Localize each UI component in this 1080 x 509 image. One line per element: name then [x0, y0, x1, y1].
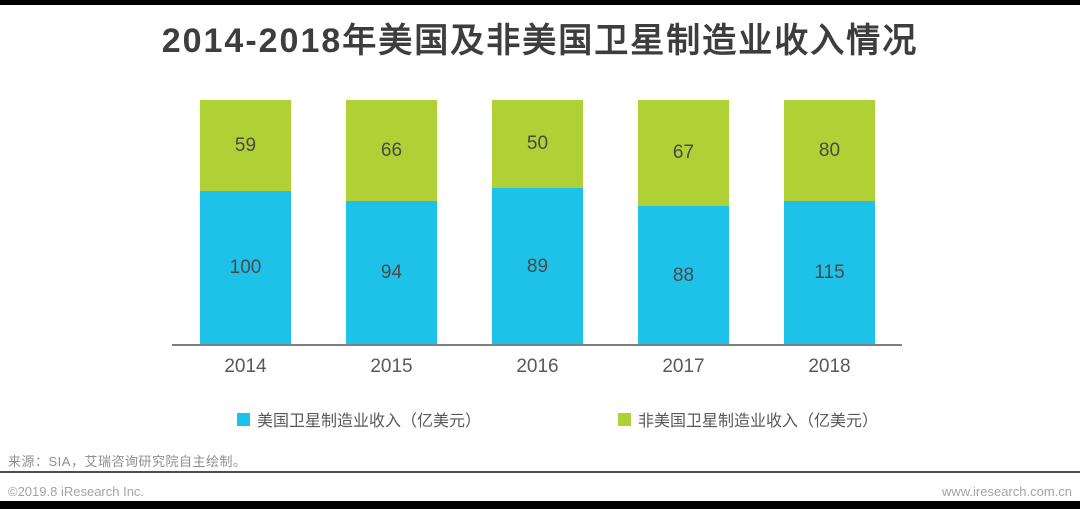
bar-2016-nonus-segment: 50 [492, 100, 583, 188]
bar-2018-nonus-segment: 80 [784, 100, 875, 201]
bar-2015-nonus-segment: 66 [346, 100, 437, 201]
bar-2014-us-segment: 100 [200, 191, 291, 345]
bar-2016-us-segment: 89 [492, 188, 583, 345]
x-axis-label-2016: 2016 [516, 356, 559, 377]
bar-2015: 66 94 [346, 100, 437, 345]
bar-2015-nonus-value: 66 [380, 139, 403, 161]
chart-title: 2014-2018年美国及非美国卫星制造业收入情况 [161, 22, 919, 60]
website-text: www.iresearch.com.cn [941, 484, 1072, 499]
legend-swatch-nonus-icon [618, 412, 631, 426]
bar-2017-nonus-value: 67 [672, 142, 695, 163]
bar-2015-us-segment: 94 [346, 201, 437, 345]
bar-2016-us-value: 89 [526, 255, 549, 277]
bar-2017-us-segment: 88 [638, 206, 729, 345]
legend-swatch-us-icon [237, 412, 250, 426]
legend-item-nonus-revenue: 非美国卫星制造业收入（亿美元） [618, 407, 878, 431]
copyright-text: ©2019.8 iResearch Inc. [8, 484, 145, 499]
bar-2018: 80 115 [784, 100, 875, 345]
legend-item-us-revenue: 美国卫星制造业收入（亿美元） [237, 407, 481, 431]
x-axis-line [172, 344, 902, 346]
bar-2016-nonus-value: 50 [526, 133, 549, 154]
bar-2014-nonus-segment: 59 [200, 100, 291, 191]
source-note: 来源：SIA，艾瑞咨询研究院自主绘制。 [8, 454, 247, 469]
bar-2017-us-value: 88 [672, 264, 695, 286]
top-border-strip [0, 0, 1080, 5]
bar-2017: 67 88 [638, 100, 729, 345]
x-axis-label-2015: 2015 [370, 356, 413, 377]
bar-2015-us-value: 94 [380, 262, 403, 283]
bar-2014-nonus-value: 59 [234, 134, 257, 156]
bar-2014: 59 100 [200, 100, 291, 345]
x-axis-label-2017: 2017 [662, 356, 705, 377]
bar-2017-nonus-segment: 67 [638, 100, 729, 206]
bar-2018-nonus-value: 80 [818, 139, 841, 161]
x-axis-label-2014: 2014 [224, 356, 267, 377]
legend-label-us: 美国卫星制造业收入（亿美元） [257, 413, 482, 430]
bar-2018-us-segment: 115 [784, 201, 875, 345]
bottom-border-strip [0, 501, 1080, 509]
bar-2018-us-value: 115 [814, 262, 845, 283]
bar-2014-us-value: 100 [229, 257, 262, 278]
x-axis-label-2018: 2018 [808, 356, 851, 377]
bar-2016: 50 89 [492, 100, 583, 345]
legend-label-nonus: 非美国卫星制造业收入（亿美元） [638, 413, 879, 430]
footer-divider [0, 471, 1080, 473]
